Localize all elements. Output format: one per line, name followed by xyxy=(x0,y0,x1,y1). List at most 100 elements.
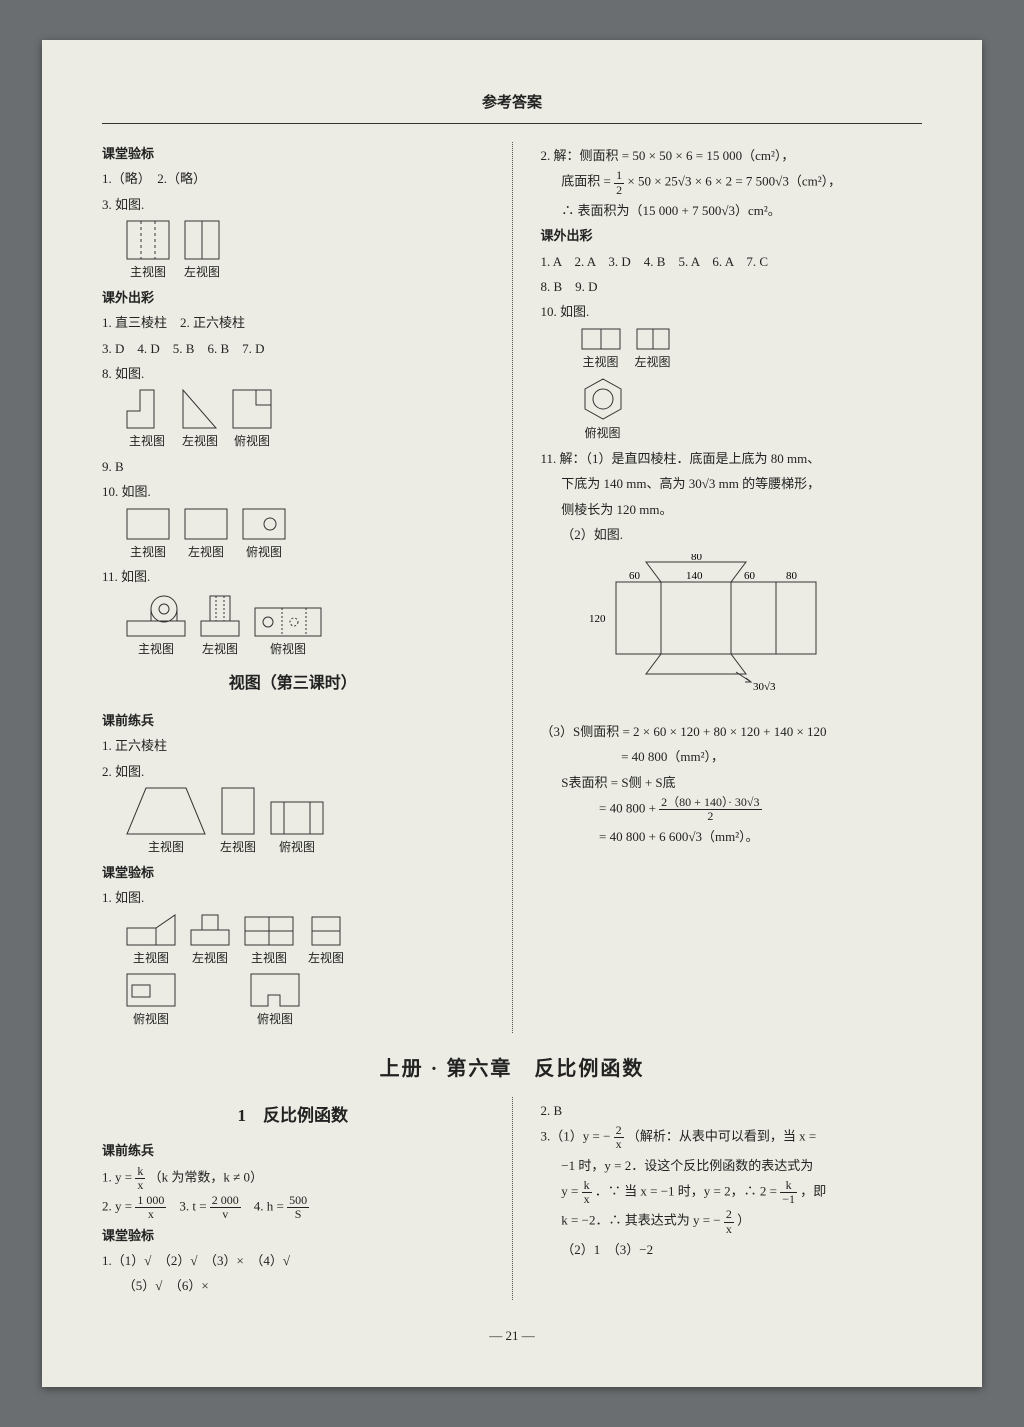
figure-caption: 俯视图 xyxy=(257,1009,293,1031)
figure-caption: 俯视图 xyxy=(246,542,282,564)
shape-icon xyxy=(250,973,300,1007)
shape-icon xyxy=(126,973,176,1007)
figure: 左视图 xyxy=(635,328,671,374)
text: 3. t = xyxy=(179,1199,209,1214)
left-column: 课堂验标 1.（略） 2.（略） 3. 如图. 主视图 xyxy=(102,142,484,1033)
fraction: 12 xyxy=(614,169,624,196)
svg-text:30√3: 30√3 xyxy=(753,681,776,693)
fraction: 1 000 x xyxy=(135,1194,166,1221)
fraction: 500 S xyxy=(287,1194,309,1221)
figure: 俯视图 xyxy=(250,973,300,1031)
figure: 主视图 xyxy=(581,328,621,374)
figure: 俯视图 xyxy=(126,973,176,1031)
net-diagram: 80 60 140 60 80 120 30√3 xyxy=(581,554,923,711)
figure: 左视图 xyxy=(190,914,230,970)
denominator: v xyxy=(210,1208,241,1221)
answer-text: 2. 解：侧面积 = 50 × 50 × 6 = 15 000（cm²）， xyxy=(541,144,923,167)
top-view-icon xyxy=(232,389,272,429)
fraction: k x xyxy=(135,1165,145,1192)
answer-text: 1.（略） 2.（略） xyxy=(102,167,484,190)
fraction: 2 x xyxy=(614,1124,624,1151)
figure: 主视图 xyxy=(126,787,206,859)
figure-caption: 俯视图 xyxy=(270,639,306,661)
answer-text: 侧棱长为 120 mm。 xyxy=(561,498,922,521)
figure: 主视图 xyxy=(244,916,294,970)
main-view-icon xyxy=(126,220,170,260)
shape-icon xyxy=(190,914,230,946)
figure: 主视图 xyxy=(126,914,176,970)
svg-text:140: 140 xyxy=(686,570,703,582)
answer-text: 10. 如图. xyxy=(541,300,923,323)
section-heading: 课前练兵 xyxy=(102,709,484,732)
numerator: 2 000 xyxy=(210,1194,241,1208)
section-heading: 课堂验标 xyxy=(102,142,484,165)
text: y = xyxy=(561,1184,581,1199)
figure: 主视图 xyxy=(126,508,170,564)
figure-caption: 主视图 xyxy=(133,948,169,970)
bottom-right-column: 2. B 3.（1）y = − 2 x （解析：从表中可以看到，当 x = −1… xyxy=(541,1097,923,1300)
figure-caption: 左视图 xyxy=(192,948,228,970)
main-view-icon xyxy=(126,787,206,835)
answer-text: 1.（1）√ （2）√ （3）× （4）√ xyxy=(102,1249,484,1272)
figure-caption: 俯视图 xyxy=(133,1009,169,1031)
figure-row: 主视图 左视图 俯视图 xyxy=(126,389,484,453)
text: 2. y = xyxy=(102,1199,135,1214)
figure-row: 俯视图 xyxy=(581,377,923,445)
answer-text: 8. B 9. D xyxy=(541,275,923,298)
figure-caption: 主视图 xyxy=(582,352,618,374)
denominator: x xyxy=(614,1138,624,1151)
lesson-title: 视图（第三课时） xyxy=(102,670,484,699)
section-heading: 课前练兵 xyxy=(102,1139,484,1162)
bottom-columns: 1 反比例函数 课前练兵 1. y = k x （k 为常数，k ≠ 0） 2.… xyxy=(102,1097,922,1300)
left-view-icon xyxy=(184,220,220,260)
trapezoid-net-icon: 80 60 140 60 80 120 30√3 xyxy=(581,554,821,704)
answer-text: 3. D 4. D 5. B 6. B 7. D xyxy=(102,337,484,360)
answer-text: （5）√ （6）× xyxy=(123,1274,484,1297)
figure-row: 主视图 左视图 xyxy=(581,328,923,374)
text: × 50 × 25√3 × 6 × 2 = 7 500√3（cm²）， xyxy=(627,174,841,189)
answer-text: 下底为 140 mm、高为 30√3 mm 的等腰梯形， xyxy=(561,472,922,495)
answer-text: 1. 正六棱柱 xyxy=(102,734,484,757)
figure-caption: 左视图 xyxy=(188,542,224,564)
shape-icon xyxy=(126,914,176,946)
left-view-icon xyxy=(221,787,255,835)
answer-text: = 40 800 + 2（80 + 140）· 30√3 2 xyxy=(541,796,923,823)
answer-text: 1. A 2. A 3. D 4. B 5. A 6. A 7. C xyxy=(541,250,923,273)
text: = 40 800 + xyxy=(599,801,659,816)
figure-caption: 主视图 xyxy=(130,262,166,284)
answer-text: （3）S侧面积 = 2 × 60 × 120 + 80 × 120 + 140 … xyxy=(541,720,923,743)
denominator: −1 xyxy=(780,1193,797,1206)
top-view-icon xyxy=(242,508,286,540)
numerator: 2 xyxy=(724,1208,734,1222)
denominator: 2 xyxy=(659,810,761,823)
answer-text: （2）如图. xyxy=(561,523,922,546)
text: k = −2．∴ 其表达式为 y = − xyxy=(561,1213,724,1228)
answer-text: （2）1 （3）−2 xyxy=(561,1238,922,1261)
left-view-icon xyxy=(200,593,240,637)
main-view-icon xyxy=(126,593,186,637)
figure-row: 主视图 左视图 俯视图 xyxy=(126,508,484,564)
bottom-left-column: 1 反比例函数 课前练兵 1. y = k x （k 为常数，k ≠ 0） 2.… xyxy=(102,1097,484,1300)
denominator: S xyxy=(287,1208,309,1221)
answer-text: 2. 如图. xyxy=(102,760,484,783)
top-columns: 课堂验标 1.（略） 2.（略） 3. 如图. 主视图 xyxy=(102,142,922,1033)
figure-caption: 左视图 xyxy=(182,431,218,453)
main-view-icon xyxy=(126,508,170,540)
answer-text: 1. 直三棱柱 2. 正六棱柱 xyxy=(102,311,484,334)
figure: 俯视图 xyxy=(254,607,322,661)
figure-row: 俯视图 俯视图 xyxy=(126,973,484,1031)
denominator: x xyxy=(135,1179,145,1192)
column-divider xyxy=(512,142,513,1033)
section-heading: 课外出彩 xyxy=(102,286,484,309)
left-view-icon xyxy=(182,389,218,429)
denominator: x xyxy=(582,1193,592,1206)
top-view-icon xyxy=(270,801,324,835)
document-page: 参考答案 课堂验标 1.（略） 2.（略） 3. 如图. 主视图 xyxy=(42,40,982,1387)
figure-caption: 主视图 xyxy=(129,431,165,453)
answer-text: 11. 解：（1）是直四棱柱．底面是上底为 80 mm、 xyxy=(541,447,923,470)
figure-caption: 主视图 xyxy=(138,639,174,661)
figure: 左视图 xyxy=(200,593,240,661)
answer-text: S表面积 = S侧 + S底 xyxy=(561,771,922,794)
figure: 左视图 xyxy=(308,916,344,970)
fraction: k −1 xyxy=(780,1179,797,1206)
